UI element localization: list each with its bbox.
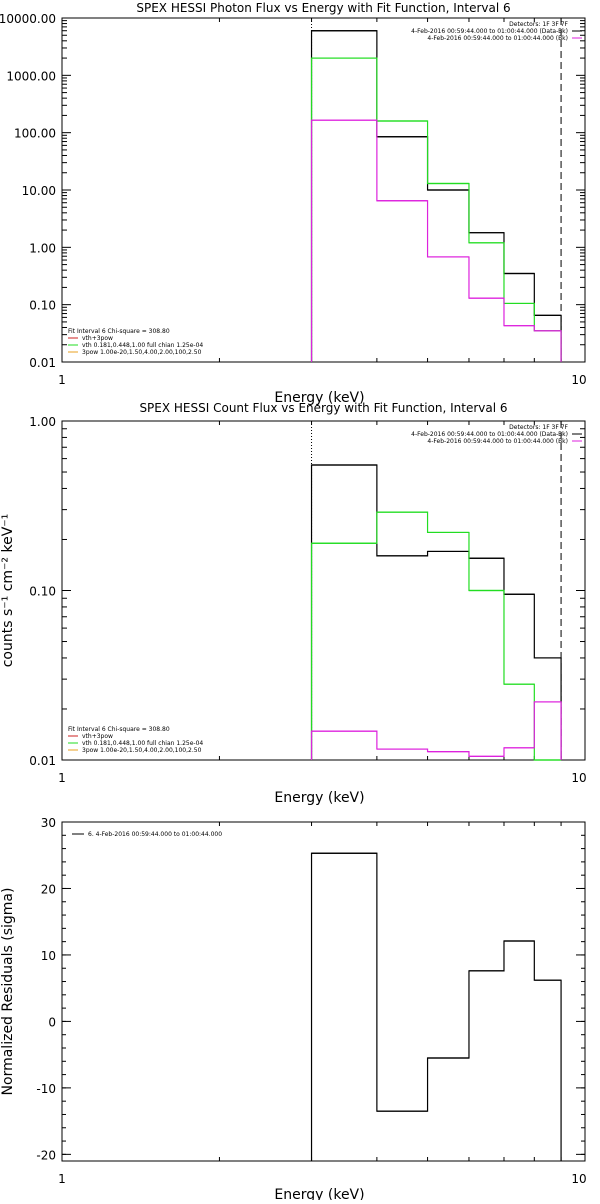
y-tick-label: 0.01 [29,356,56,370]
legend-left-line-4: 3pow 1.00e-20,1.50,4.00,2.00,100,2.50 [82,747,202,754]
y-tick-label: 0 [48,1015,56,1029]
chart-panel-3: 1 10 30 20 10 0 -10 -20 Energy (keV) Normalized R… [0,816,587,1203]
series-green-histogram [310,511,562,761]
legend-right-line-3: 4-Feb-2016 00:59:44.000 to 01:00:44.000 … [427,35,568,42]
x-tick-label: 1 [58,373,66,387]
legend-right-line-1: Detectors: 1F 3F 7F [509,424,568,431]
legend-left-line-1: Fit Interval 6 Chi-square = 308.80 [68,328,170,335]
legend-right-line-2: 4-Feb-2016 00:59:44.000 to 01:00:44.000 … [411,431,568,438]
legend-left-line-4: 3pow 1.00e-20,1.50,4.00,2.00,100,2.50 [82,349,202,356]
legend-right-line-1: Detectors: 1F 3F 7F [509,21,568,28]
y-tick-label: -20 [36,1148,56,1162]
legend-left-line-1: Fit Interval 6 Chi-square = 308.80 [68,726,170,733]
y-tick-label: 0.01 [29,754,56,768]
x-tick-label: 1 [58,1172,66,1186]
series-black-histogram [310,30,562,362]
y-tick-label: 1000.00 [6,69,56,83]
chart-panel-1: SPEX HESSI Photon Flux vs Energy with Fi… [0,1,587,406]
x-tick-label: 10 [571,373,586,387]
plot-frame [61,17,586,363]
series-green-histogram [310,57,562,362]
plot-frame [61,420,586,761]
x-tick-label: 10 [571,1172,586,1186]
y-tick-label: 1.00 [29,415,56,429]
x-axis-label: Energy (keV) [274,390,364,406]
chart-panel-2: SPEX HESSI Count Flux vs Energy with Fit… [0,401,587,806]
y-tick-label: 1.00 [29,241,56,255]
y-tick-label: -10 [36,1082,56,1096]
x-axis-label: Energy (keV) [274,790,364,806]
series-magenta-histogram [310,701,562,760]
series-black-histogram [310,852,562,1161]
legend-left-line-3: vth 0.181,0.448,1.00 full chian 1.25e-04 [82,740,203,747]
y-tick-label: 10.00 [22,184,56,198]
y-tick-label: 0.10 [29,299,56,313]
y-tick-label: 100.00 [14,127,56,141]
y-tick-label: 20 [41,882,56,896]
x-tick-label: 1 [58,771,66,785]
legend-right-line-2: 4-Feb-2016 00:59:44.000 to 01:00:44.000 … [411,28,568,35]
series-black-histogram [310,464,562,760]
chart-title: SPEX HESSI Count Flux vs Energy with Fit… [139,401,507,415]
y-tick-label: 30 [41,816,56,830]
y-tick-label: 10000.00 [0,12,56,26]
legend-left-line-3: vth 0.181,0.448,1.00 full chian 1.25e-04 [82,342,203,349]
plot-frame [61,821,586,1162]
y-tick-label: 0.10 [29,585,56,599]
legend-right-line-3: 4-Feb-2016 00:59:44.000 to 01:00:44.000 … [427,438,568,445]
legend-left-line-2: vth+3pow [82,733,113,740]
y-axis-label: counts s⁻¹ cm⁻² keV⁻¹ [0,514,16,668]
x-axis-label: Energy (keV) [274,1187,364,1200]
series-magenta-histogram [310,119,562,362]
legend-left-line-2: vth+3pow [82,335,113,342]
y-tick-label: 10 [41,949,56,963]
chart-title: SPEX HESSI Photon Flux vs Energy with Fi… [136,1,510,15]
x-tick-label: 10 [571,771,586,785]
y-axis-label: Normalized Residuals (sigma) [0,888,16,1096]
legend-left-line-1: 6. 4-Feb-2016 00:59:44.000 to 01:00:44.0… [88,831,222,838]
